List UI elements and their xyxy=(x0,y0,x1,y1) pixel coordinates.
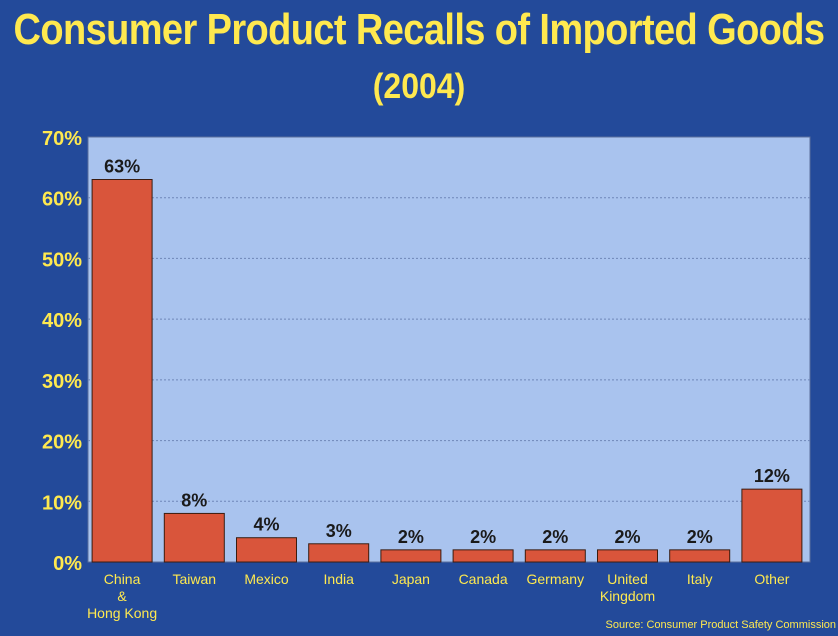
data-label: 63% xyxy=(104,157,140,177)
data-label: 2% xyxy=(470,527,496,547)
bar xyxy=(91,179,153,563)
plot-area xyxy=(87,136,811,563)
x-tick-label: Canada xyxy=(459,571,508,587)
gridlines xyxy=(88,197,810,502)
data-label: 2% xyxy=(687,527,713,547)
x-tick-label: Mexico xyxy=(244,571,289,587)
y-tick-label: 50% xyxy=(42,249,82,271)
bar xyxy=(669,549,731,563)
bar xyxy=(236,537,297,563)
bar xyxy=(597,549,658,563)
x-tick-label: Italy xyxy=(687,571,713,587)
y-tick-label: 10% xyxy=(42,492,82,514)
bar xyxy=(163,512,225,563)
bar xyxy=(380,549,442,563)
y-tick-label: 0% xyxy=(53,553,82,575)
x-tick-label: Japan xyxy=(392,571,430,587)
x-tick-label: India xyxy=(324,571,355,587)
bar xyxy=(308,543,370,563)
data-label: 4% xyxy=(253,515,279,535)
y-tick-label: 70% xyxy=(42,128,82,150)
source-note: Source: Consumer Product Safety Commissi… xyxy=(605,619,836,631)
data-labels: 63% 8% 4% 3% 2% 2% 2% 2% 2% 12% xyxy=(104,157,790,547)
data-label: 2% xyxy=(542,527,568,547)
data-label: 8% xyxy=(181,490,207,510)
chart-subtitle: (2004) xyxy=(372,66,466,106)
bars xyxy=(91,179,803,563)
data-label: 2% xyxy=(614,527,640,547)
bar xyxy=(452,549,514,563)
x-tick-label: Kingdom xyxy=(600,588,655,604)
x-axis: China&Hong Kong Taiwan Mexico India Japan Can… xyxy=(87,571,790,621)
x-tick-label: China xyxy=(104,571,141,587)
x-tick-label: Germany xyxy=(527,571,585,587)
y-tick-label: 30% xyxy=(42,371,82,393)
data-label: 2% xyxy=(398,527,424,547)
data-label: 3% xyxy=(326,521,352,541)
x-tick-label: & xyxy=(117,588,127,604)
bar xyxy=(524,549,586,563)
bar xyxy=(741,488,803,563)
x-tick-label: Hong Kong xyxy=(87,605,157,621)
chart-title: Consumer Product Recalls of Imported Goo… xyxy=(13,6,826,55)
y-tick-label: 40% xyxy=(42,310,82,332)
x-tick-label: United xyxy=(607,571,647,587)
y-axis: 0% 10% 20% 30% 40% 50% 60% 70% xyxy=(42,128,82,575)
x-tick-label: Taiwan xyxy=(173,571,217,587)
data-label: 12% xyxy=(754,466,790,486)
y-tick-label: 20% xyxy=(42,432,82,454)
y-tick-label: 60% xyxy=(42,189,82,211)
x-tick-label: Other xyxy=(754,571,789,587)
